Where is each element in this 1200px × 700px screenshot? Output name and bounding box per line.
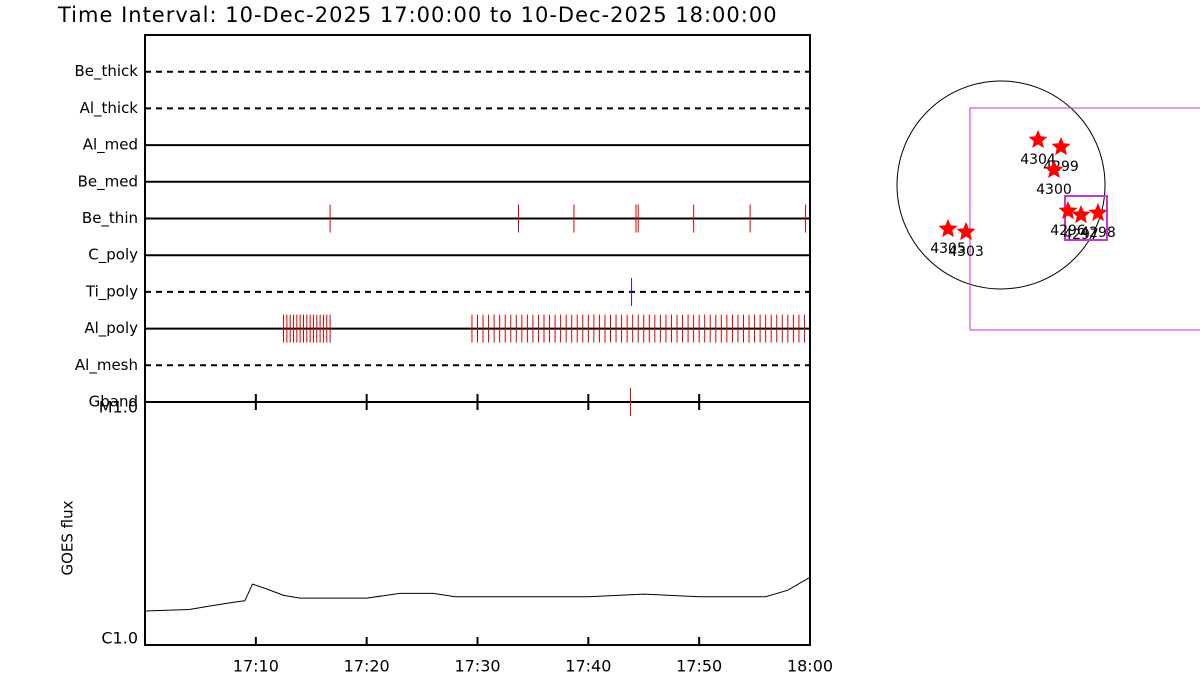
region-star (1058, 201, 1078, 220)
region-label: 4297 (1063, 227, 1099, 243)
row-label: Ti_poly (85, 282, 138, 301)
chart-title: Time Interval: 10-Dec-2025 17:00:00 to 1… (57, 3, 778, 27)
x-tick-label: 17:30 (454, 657, 500, 676)
fov-box (1064, 195, 1108, 241)
region-label: 4300 (1036, 182, 1072, 198)
region-star (1028, 129, 1048, 148)
region-label: 4305 (930, 241, 966, 257)
row-label: Al_med (83, 136, 138, 155)
region-label: 4298 (1080, 225, 1116, 241)
region-star (1051, 137, 1071, 156)
row-label: Al_mesh (75, 356, 138, 375)
row-label: Be_med (78, 172, 138, 191)
region-label: 4304 (1020, 152, 1056, 168)
x-tick-label: 17:40 (565, 657, 611, 676)
y-axis-label: GOES flux (59, 500, 77, 575)
row-label: Al_poly (84, 319, 138, 338)
x-tick-label: 17:50 (676, 657, 722, 676)
region-star (1088, 203, 1108, 222)
y-tick-label: C1.0 (101, 629, 138, 648)
region-star (956, 222, 976, 241)
row-label: Gband (89, 393, 138, 411)
row-label: Be_thick (74, 62, 138, 81)
row-label: C_poly (88, 246, 138, 265)
x-tick-label: 17:10 (233, 657, 279, 676)
fov-box (969, 107, 1200, 331)
y-tick-label: M1.0 (99, 398, 138, 417)
goes-frame (144, 401, 811, 646)
region-label: 4296 (1050, 223, 1086, 239)
x-tick-label: 17:20 (344, 657, 390, 676)
solar-disk (896, 80, 1106, 290)
region-star (1044, 159, 1064, 178)
region-star (1071, 205, 1091, 224)
row-label: Be_thin (82, 209, 138, 228)
region-star (938, 219, 958, 238)
region-label: 4303 (948, 244, 984, 260)
row-label: Al_thick (80, 99, 139, 118)
goes-line (144, 576, 811, 612)
x-tick-label: 18:00 (787, 657, 833, 676)
